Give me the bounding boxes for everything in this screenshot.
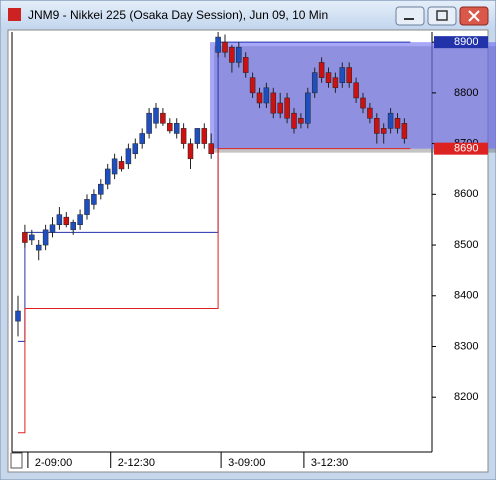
candle-body [284, 97, 290, 119]
candle-body [160, 112, 166, 124]
candle-body [49, 224, 56, 233]
candle-body [29, 234, 35, 241]
candle-body [236, 46, 242, 63]
candle-body [125, 148, 132, 165]
candle-body [77, 214, 83, 226]
candle-body [201, 128, 208, 144]
y-tick-label: 8400 [454, 290, 478, 302]
candle-body [339, 67, 346, 83]
x-tick-label: 3-09:00 [228, 457, 265, 469]
candle-body [132, 143, 139, 154]
candle-body [249, 77, 256, 94]
candle-body [263, 87, 270, 104]
candle-body [22, 232, 28, 243]
candle-body [111, 158, 118, 175]
scroll-handle[interactable] [10, 452, 23, 469]
candle-body [401, 123, 408, 139]
candle-body [146, 112, 152, 134]
y-tick-label: 8300 [454, 340, 478, 352]
candle-body [298, 117, 304, 124]
x-tick-label: 3-12:30 [311, 457, 348, 469]
candle-body [91, 194, 97, 205]
y-tick-label: 8800 [454, 87, 478, 99]
step-line [18, 41, 411, 342]
candle-body [222, 41, 228, 53]
candle-body [318, 62, 325, 78]
candle-body [15, 310, 21, 322]
candle-body [63, 216, 70, 226]
candle-body [380, 128, 387, 134]
app-icon [8, 8, 21, 21]
candle-body [208, 143, 214, 154]
candle-body [139, 133, 145, 144]
maximize-button[interactable] [427, 6, 457, 26]
candle-body [394, 117, 401, 129]
candle-body [325, 72, 332, 83]
price-label-box [434, 36, 488, 49]
candle-body [353, 82, 359, 99]
y-tick-label: 8600 [454, 188, 478, 200]
x-tick-label: 2-12:30 [118, 457, 155, 469]
candle-body [387, 112, 394, 129]
candle-body [194, 128, 201, 144]
close-button[interactable] [459, 6, 489, 26]
x-tick-label: 2-09:00 [35, 457, 72, 469]
candle-body [311, 72, 318, 94]
step-line [18, 148, 411, 434]
candle-body [256, 92, 263, 104]
window-title: JNM9 - Nikkei 225 (Osaka Day Session), J… [28, 8, 328, 22]
candle-body [291, 112, 297, 129]
candle-body [84, 199, 90, 215]
candle-body [215, 36, 221, 53]
candle-body [70, 221, 76, 231]
candle-body [242, 57, 249, 73]
candle-body [167, 123, 173, 132]
candle-body [367, 107, 373, 119]
candle-body [332, 77, 339, 89]
price-label: 8690 [454, 143, 478, 155]
candle-body [346, 67, 352, 83]
price-label-box [434, 142, 488, 155]
minimize-button[interactable] [395, 6, 425, 26]
candle-body [277, 102, 283, 114]
candle-body [187, 143, 194, 160]
candle-body [153, 107, 159, 124]
candle-body [374, 117, 380, 134]
candle-body [104, 168, 111, 185]
y-tick-label: 8200 [454, 391, 478, 403]
candle-body [98, 183, 104, 195]
candle-body [35, 244, 42, 251]
candle-body [360, 97, 366, 109]
candle-body [180, 128, 187, 144]
y-tick-label: 8500 [454, 239, 478, 251]
price-label: 8900 [454, 36, 478, 48]
candle-body [229, 46, 235, 63]
candle-body [42, 229, 49, 246]
candle-body [270, 92, 277, 114]
candle-body [118, 161, 125, 170]
candle-body [305, 92, 311, 124]
candle-body [173, 123, 180, 134]
candle-body [56, 214, 63, 226]
